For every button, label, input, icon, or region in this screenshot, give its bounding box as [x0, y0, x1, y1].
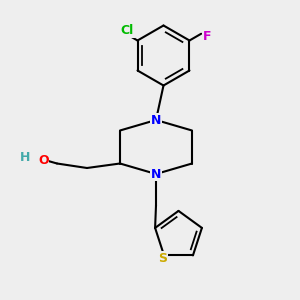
Text: F: F [203, 30, 212, 43]
Text: S: S [158, 252, 167, 265]
Text: N: N [151, 113, 161, 127]
Text: Cl: Cl [121, 24, 134, 37]
Text: N: N [151, 167, 161, 181]
Text: H: H [20, 151, 31, 164]
Text: O: O [38, 154, 49, 167]
